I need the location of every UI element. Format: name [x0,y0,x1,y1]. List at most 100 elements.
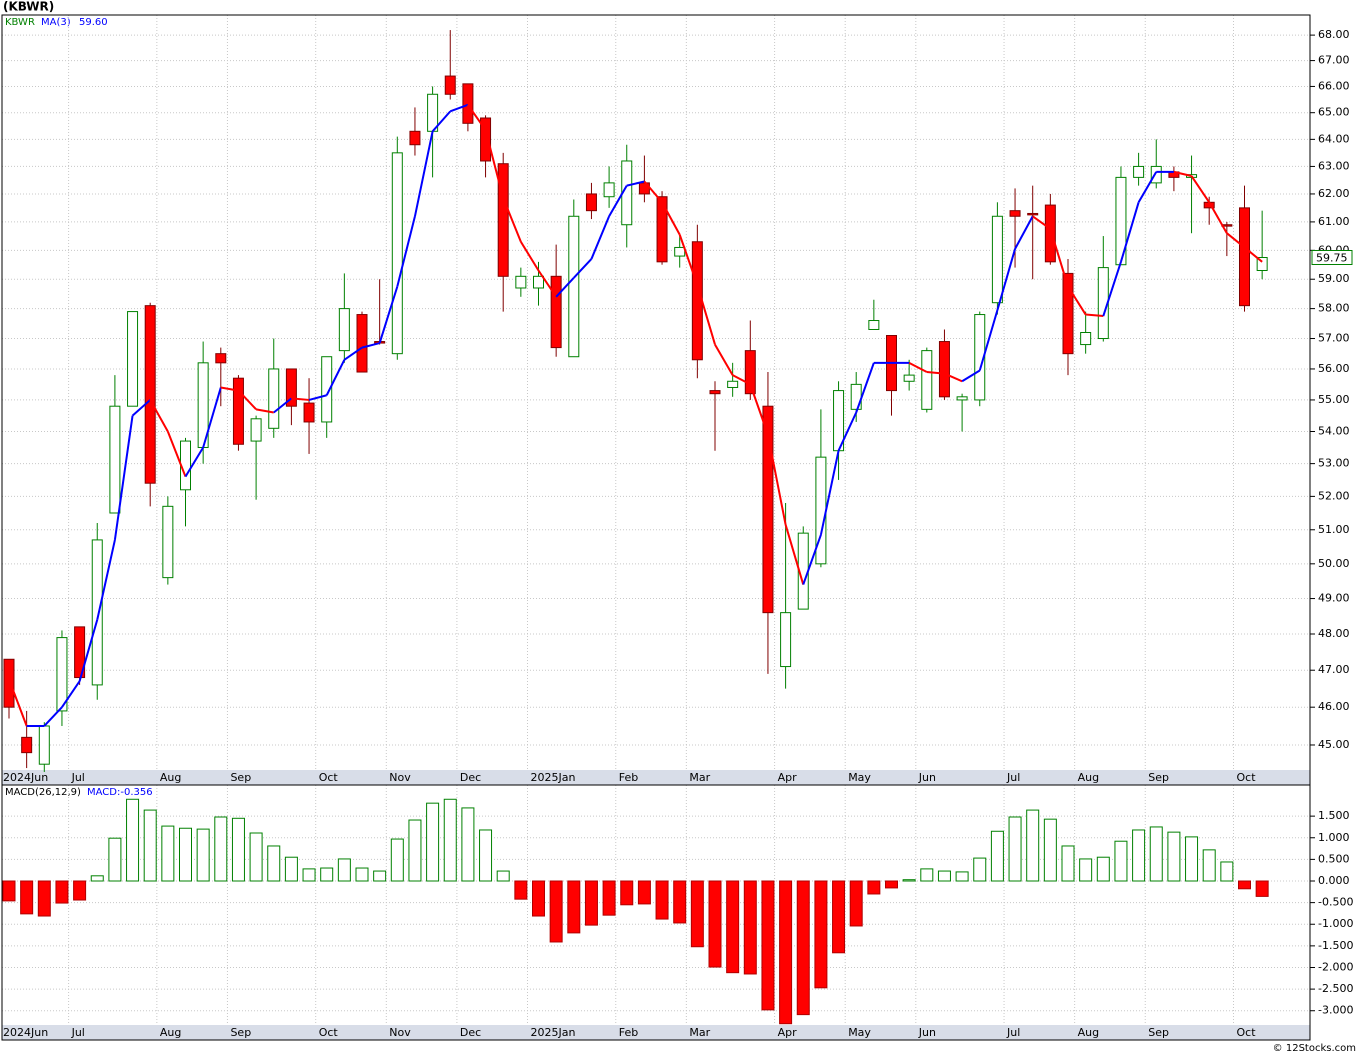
y-tick-label: 1.500 [1318,809,1350,822]
candle-body [91,539,103,686]
ma-segment [855,362,875,413]
candle-body [1009,210,1021,217]
candle-body [709,390,721,395]
macd-bar [673,880,687,924]
y-tick-label: 51.00 [1318,523,1350,536]
ma-segment [678,234,699,286]
macd-bar [37,880,51,917]
macd-bar [161,825,175,882]
ma-segment [837,412,858,452]
macd-bar [796,880,810,1016]
candle-body [74,626,86,679]
ma-segment [1014,215,1034,250]
x-tick-label: Dec [460,771,481,784]
y-tick-label: -2.000 [1318,960,1353,973]
ma-segment [961,369,981,383]
x-tick-label: Jun [918,1026,936,1039]
candle-body [21,736,33,754]
candle-body [3,658,15,708]
macd-bar [390,838,404,882]
macd-bar [373,870,387,882]
ma-segment [78,619,99,682]
macd-frame [1,784,1311,1041]
candle-body [515,275,527,289]
y-tick-label: 56.00 [1318,362,1350,375]
y-tick-label: 57.00 [1318,332,1350,345]
x-tick-label: Nov [389,1026,411,1039]
macd-bar [1008,816,1022,882]
candle-body [462,83,474,124]
ma-segment [113,415,134,541]
ma-segment [661,201,681,236]
macd-bar [1026,809,1040,882]
macd-bar [849,880,863,927]
candle-body [391,152,403,355]
macd-bar [55,880,69,904]
x-tick-label: Apr [778,771,798,784]
x-tick-label: Mar [689,771,710,784]
x-tick-label: Sep [230,1026,251,1039]
y-tick-label: 65.00 [1318,106,1350,119]
ma-segment [220,386,239,392]
macd-bar [214,816,228,882]
x-tick-label: Jul [1006,1026,1020,1039]
ma-segment [608,185,628,217]
last-price-label: 59.75 [1316,252,1348,265]
candle-body [109,405,121,514]
candle-body [144,305,156,484]
macd-bar [479,829,493,882]
macd-bar [1202,849,1216,882]
ma-segment [378,286,399,344]
y-tick-label: 52.00 [1318,489,1350,502]
macd-bar [231,817,245,882]
x-tick-label: Sep [230,771,251,784]
candle-body [56,637,68,712]
candle-body [903,374,915,382]
x-tick-label: Feb [619,1026,638,1039]
ma-segment [908,361,928,373]
candle-body [215,353,227,364]
macd-bar [355,867,369,882]
macd-bar [320,867,334,882]
ma-segment [96,539,116,620]
axis-strip [2,770,1310,785]
macd-bar [955,871,969,882]
ma-segment [732,374,751,386]
candle-body [127,311,139,407]
ma-segment [273,397,293,414]
ma-segment [255,408,274,414]
ma-segment [944,372,963,383]
ma-segment [361,342,380,349]
ma-segment [343,346,363,361]
candle-body [727,380,739,388]
legend-ma: MA(3) [41,17,71,28]
macd-bar [267,845,281,882]
x-tick-label: Mar [689,1026,710,1039]
ma-segment [1102,261,1122,317]
macd-bar [726,880,740,974]
x-tick-label: Aug [160,771,181,784]
x-tick-label: Jul [71,1026,85,1039]
macd-bar [885,880,898,889]
ma-segment [802,534,822,585]
ma-segment [590,215,611,260]
y-tick-label: 0.000 [1318,874,1350,887]
macd-bar [937,870,951,882]
ma-segment [325,359,346,396]
candle-body [991,215,1003,304]
ma-segment [1067,285,1087,316]
candle-body [356,314,368,373]
macd-bar [496,870,510,882]
y-tick-label: 58.00 [1318,302,1350,315]
candle-body [674,246,686,257]
y-tick-label: 64.00 [1318,132,1350,145]
x-tick-label: Jul [71,771,85,784]
candle-body [409,130,421,146]
y-tick-label: 45.00 [1318,738,1350,751]
ma-segment [519,241,540,272]
ma-segment [1208,201,1228,234]
x-tick-label: Oct [319,1026,339,1039]
y-tick-label: -2.500 [1318,982,1353,995]
candle-body [585,193,597,212]
ma-segment [1032,215,1051,230]
